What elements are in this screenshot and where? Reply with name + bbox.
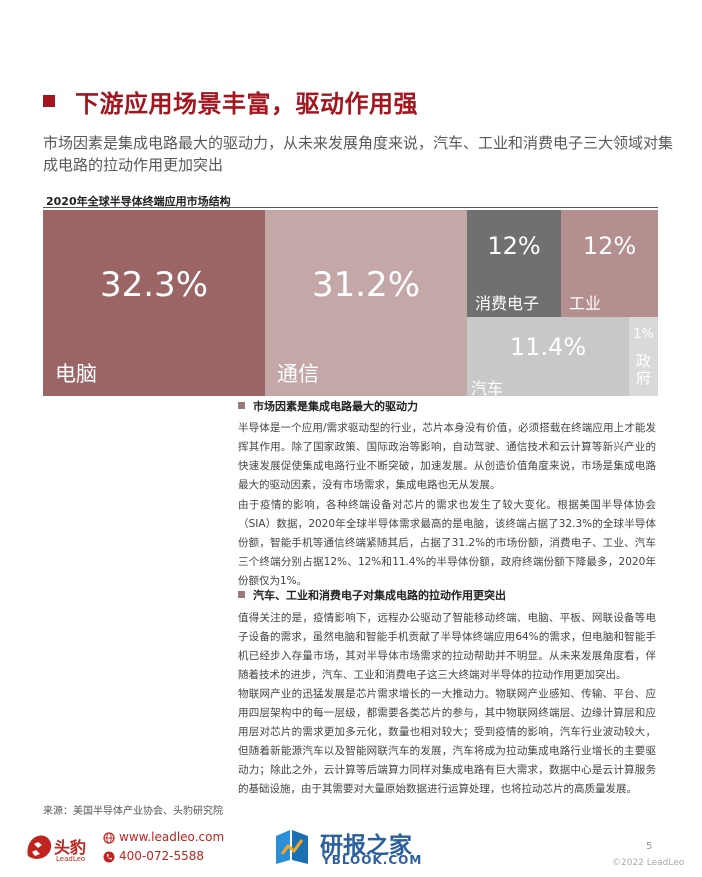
source-note: 来源：美国半导体产业协会、头豹研究院	[43, 806, 223, 817]
tile-communication-value: 31.2%	[311, 265, 420, 305]
tile-industrial-value: 12%	[582, 232, 637, 260]
watermark-en-text: YBLOOK.COM	[322, 853, 423, 867]
tiger-logo-icon	[27, 835, 52, 859]
tile-consumer-value: 12%	[487, 232, 541, 260]
tile-government: 1% 政府	[629, 317, 658, 396]
globe-icon	[103, 832, 115, 844]
section-2-paragraph-1: 值得关注的是，疫情影响下，远程办公驱动了智能移动终端、电脑、平板、网联设备等电子…	[238, 612, 656, 681]
watermark-cn-text: 研报之家	[320, 833, 412, 859]
tile-government-value: 1%	[633, 327, 654, 342]
tile-computer-value: 32.3%	[99, 265, 208, 305]
page-subtitle: 市场因素是集成电路最大的驱动力，从未来发展角度来说，汽车、工业和消费电子三大领域…	[43, 134, 674, 174]
section-heading-2: 汽车、工业和消费电子对集成电路的拉动作用更突出	[253, 589, 506, 602]
treemap-chart: 32.3% 电脑 31.2% 通信 12% 消费电子 12% 工业 11.4% …	[43, 210, 658, 398]
section-2-paragraph-2: 物联网产业的迅猛发展是芯片需求增长的一大推动力。物联网产业感知、传输、平台、应用…	[238, 688, 656, 795]
bullet-square-icon	[238, 591, 245, 598]
tile-consumer-label: 消费电子	[475, 294, 540, 313]
book-logo-icon	[276, 830, 308, 864]
phone-icon	[103, 851, 115, 863]
tile-industrial-label: 工业	[569, 294, 602, 313]
title-marker	[43, 95, 55, 107]
tile-industrial: 12% 工业	[561, 210, 658, 317]
website-link[interactable]: www.leadleo.com	[119, 830, 225, 844]
logo-cn-text: 头豹	[54, 838, 87, 857]
logo-en-text: LeadLeo	[56, 855, 86, 863]
tile-communication-label: 通信	[277, 362, 319, 386]
page-number: 5	[646, 841, 653, 852]
phone-number: 400-072-5588	[119, 849, 205, 863]
page-title: 下游应用场景丰富，驱动作用强	[75, 90, 418, 118]
tile-automotive-value: 11.4%	[509, 333, 587, 361]
chart-title: 2020年全球半导体终端应用市场结构	[46, 195, 231, 208]
chart-divider	[43, 207, 658, 208]
tile-automotive: 11.4% 汽车	[467, 317, 629, 398]
section-heading-1: 市场因素是集成电路最大的驱动力	[253, 400, 418, 413]
section-1-paragraph-2: 由于疫情的影响，各种终端设备对芯片的需求也发生了较大变化。根据美国半导体协会（S…	[238, 499, 656, 587]
tile-computer-label: 电脑	[55, 362, 97, 386]
copyright-text: ©2022 LeadLeo	[612, 858, 685, 868]
tile-government-label: 政府	[636, 352, 652, 387]
tile-computer: 32.3% 电脑	[43, 210, 265, 396]
tile-consumer-electronics: 12% 消费电子	[467, 210, 561, 317]
section-1-paragraph-1: 半导体是一个应用/需求驱动型的行业，芯片本身没有价值，必须搭载在终端应用上才能发…	[238, 422, 656, 491]
tile-communication: 31.2% 通信	[265, 210, 467, 396]
bullet-square-icon	[238, 402, 245, 409]
tile-automotive-label: 汽车	[471, 379, 504, 398]
